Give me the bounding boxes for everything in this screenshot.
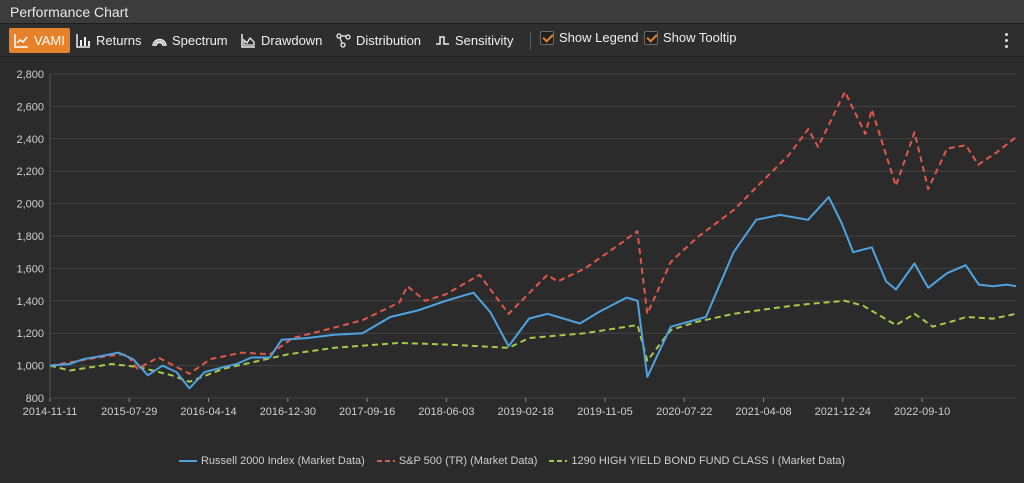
chart-grid xyxy=(49,73,1016,399)
y-tick-label: 1,200 xyxy=(16,328,44,340)
x-tick-label: 2016-12-30 xyxy=(260,406,316,418)
window-title: Performance Chart xyxy=(10,4,129,20)
series-line-2[interactable] xyxy=(49,299,1017,383)
legend-swatch xyxy=(376,460,395,462)
rainbow-icon xyxy=(152,38,167,47)
series-line-0[interactable] xyxy=(49,196,1017,390)
tab-label: Drawdown xyxy=(261,33,323,48)
scatter-icon xyxy=(336,33,351,48)
y-tick-label: 2,000 xyxy=(16,199,44,211)
series-line-1[interactable] xyxy=(49,90,1017,375)
x-tick-label: 2022-09-10 xyxy=(894,406,950,418)
tab-label: Sensitivity xyxy=(455,33,514,48)
legend-swatch xyxy=(549,460,568,462)
legend-item[interactable]: 1290 HIGH YIELD BOND FUND CLASS I (Marke… xyxy=(549,455,845,467)
x-tick-label: 2020-07-22 xyxy=(656,406,712,418)
y-tick-label: 2,400 xyxy=(16,134,44,146)
y-tick-label: 1,800 xyxy=(16,231,44,243)
tab-vami[interactable]: VAMI xyxy=(9,28,70,53)
checkbox-checked-icon xyxy=(540,30,554,45)
chart-legend: Russell 2000 Index (Market Data) S&P 500 … xyxy=(0,455,1024,467)
tab-returns[interactable]: Returns xyxy=(71,28,147,53)
tab-label: Spectrum xyxy=(172,33,228,48)
tab-label: Distribution xyxy=(356,33,422,48)
x-tick-label: 2017-09-16 xyxy=(339,406,395,418)
vami-chart[interactable]: 800 1,000 1,200 1,400 1,600 1,800 2,000 2,200 2,… xyxy=(0,58,1024,438)
y-tick-label: 1,000 xyxy=(16,361,44,373)
tab-spectrum[interactable]: Spectrum xyxy=(147,28,233,53)
y-tick-label: 2,800 xyxy=(16,69,44,81)
area-chart-icon xyxy=(241,34,255,48)
legend-item[interactable]: S&P 500 (TR) (Market Data) xyxy=(376,455,538,467)
x-tick-label: 2014-11-11 xyxy=(23,406,78,418)
x-tick-label: 2019-02-18 xyxy=(498,406,554,418)
x-axis: 2014-11-11 2015-07-29 2016-04-14 2016-12-30… xyxy=(23,398,950,418)
y-tick-label: 1,400 xyxy=(16,296,44,308)
tab-drawdown[interactable]: Drawdown xyxy=(236,28,327,53)
y-tick-label: 800 xyxy=(26,393,44,405)
show-tooltip-checkbox[interactable]: Show Tooltip xyxy=(644,30,736,45)
checkbox-label: Show Tooltip xyxy=(663,30,737,45)
more-options-icon[interactable] xyxy=(1002,33,1010,49)
line-chart-icon xyxy=(14,34,28,48)
tab-label: Returns xyxy=(96,33,142,48)
tab-label: VAMI xyxy=(34,33,65,48)
show-legend-checkbox[interactable]: Show Legend xyxy=(540,30,639,45)
tab-sensitivity[interactable]: Sensitivity xyxy=(430,28,519,53)
legend-label: 1290 HIGH YIELD BOND FUND CLASS I (Marke… xyxy=(571,455,846,467)
chart-toolbar: VAMI Returns Spectrum Drawdown Distribut… xyxy=(0,24,1024,57)
checkbox-checked-icon xyxy=(644,30,658,45)
x-tick-label: 2021-04-08 xyxy=(735,406,791,418)
tab-distribution[interactable]: Distribution xyxy=(331,28,426,53)
x-tick-label: 2015-07-29 xyxy=(101,406,157,418)
y-tick-label: 2,600 xyxy=(16,101,44,113)
y-tick-label: 1,600 xyxy=(16,263,44,275)
x-tick-label: 2019-11-05 xyxy=(577,406,632,418)
legend-label: Russell 2000 Index (Market Data) xyxy=(200,455,365,467)
legend-label: S&P 500 (TR) (Market Data) xyxy=(398,455,538,467)
legend-item[interactable]: Russell 2000 Index (Market Data) xyxy=(178,455,365,467)
chart-series xyxy=(49,90,1017,390)
y-tick-label: 2,200 xyxy=(16,166,44,178)
x-tick-label: 2016-04-14 xyxy=(180,406,236,418)
x-tick-label: 2021-12-24 xyxy=(815,406,871,418)
bar-chart-icon xyxy=(76,34,90,48)
window-titlebar: Performance Chart xyxy=(0,0,1024,24)
x-tick-label: 2018-06-03 xyxy=(418,406,474,418)
y-axis: 800 1,000 1,200 1,400 1,600 1,800 2,000 2,200 2,… xyxy=(16,69,44,405)
step-wave-icon xyxy=(436,36,449,45)
toolbar-divider xyxy=(530,32,531,50)
legend-swatch xyxy=(178,460,197,462)
checkbox-label: Show Legend xyxy=(559,30,639,45)
